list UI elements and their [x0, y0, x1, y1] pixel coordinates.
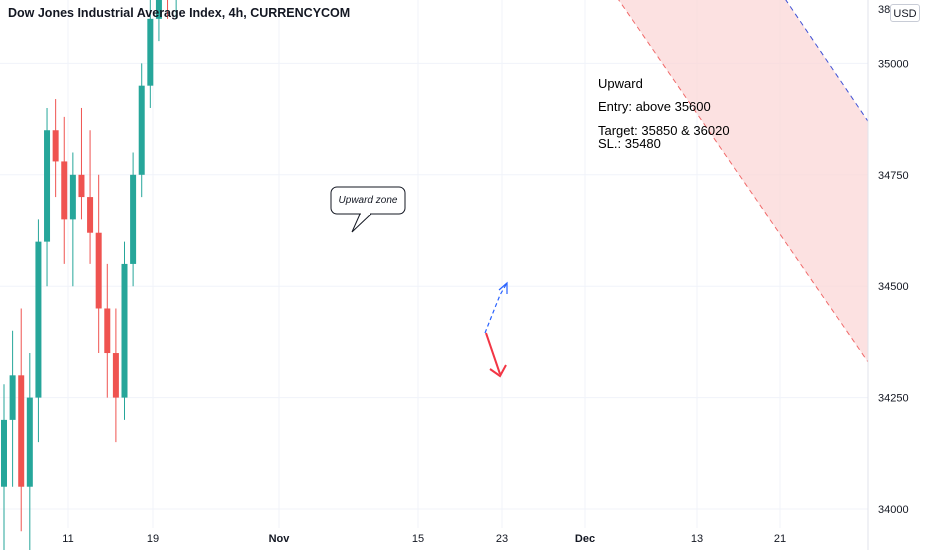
candle — [138, 63, 145, 198]
candle — [78, 107, 85, 220]
arrow-drawings — [484, 281, 508, 378]
currency-button[interactable]: USD — [890, 4, 920, 22]
candle-body — [147, 18, 154, 86]
candle-body — [1, 419, 7, 487]
candle-body — [138, 85, 145, 175]
candle — [44, 107, 51, 287]
candle — [121, 241, 128, 420]
candle — [147, 0, 154, 108]
candle — [69, 152, 76, 287]
candle-body — [155, 0, 162, 19]
x-tick-label: 15 — [412, 533, 424, 545]
candle-body — [44, 130, 51, 242]
y-tick-label: 34250 — [878, 393, 909, 405]
candle — [1, 384, 7, 550]
callout-text: Upward zone — [339, 195, 398, 206]
price-axis[interactable]: 3400034250345003475035000352503550035750… — [878, 0, 909, 516]
candle-body — [130, 174, 137, 264]
x-tick-label: Dec — [575, 533, 595, 545]
up-arrow-line — [484, 282, 508, 334]
callout-upward-zone: Upward zone — [330, 186, 406, 233]
x-tick-label: 11 — [62, 533, 73, 545]
time-axis[interactable]: 11 19 Nov 15 23 Dec 13 21 — [62, 533, 786, 545]
y-tick-label: 34500 — [878, 281, 909, 293]
candle — [18, 308, 25, 532]
candle-body — [112, 353, 119, 398]
candle-body — [35, 241, 42, 398]
candle — [175, 0, 177, 19]
candle-body — [69, 174, 76, 220]
candle-body — [95, 232, 102, 309]
candle — [52, 99, 59, 198]
candle — [95, 174, 102, 354]
note-stoploss: SL.: 35480 — [598, 136, 661, 151]
candle-body — [104, 308, 111, 354]
x-tick-label: 19 — [147, 533, 159, 545]
x-tick-label: 13 — [691, 533, 703, 545]
x-tick-label: 23 — [496, 533, 508, 545]
candle-body — [26, 397, 33, 487]
notes-block: Upward Entry: above 35600 Target: 35850 … — [598, 76, 730, 151]
candle-body — [121, 263, 128, 398]
note-entry: Entry: above 35600 — [598, 99, 711, 114]
candle — [26, 353, 33, 550]
y-tick-label: 34000 — [878, 504, 909, 516]
candle-body — [18, 375, 25, 487]
candle — [104, 263, 111, 398]
up-arrow-head — [498, 281, 508, 294]
candle-body — [78, 174, 85, 198]
candle — [130, 152, 137, 287]
candle-body — [9, 375, 16, 420]
candle — [155, 0, 162, 42]
candle-body — [52, 130, 59, 162]
candle-body — [61, 161, 68, 220]
note-heading: Upward — [598, 76, 643, 91]
descending-channel — [618, 0, 869, 363]
candle — [35, 219, 42, 443]
candle — [9, 330, 16, 487]
y-tick-label: 35000 — [878, 58, 909, 70]
y-tick-label-top: 38 — [878, 4, 890, 16]
x-tick-label: Nov — [269, 533, 291, 545]
candle — [87, 130, 94, 264]
down-arrow-head — [489, 364, 507, 378]
note-target: Target: 35850 & 36020 — [598, 123, 730, 138]
candle-body — [87, 197, 94, 233]
candles — [1, 0, 177, 550]
x-tick-label: 21 — [774, 533, 786, 545]
down-arrow-line — [485, 332, 501, 375]
candle — [167, 0, 169, 19]
candle — [112, 308, 119, 443]
candle — [61, 116, 68, 264]
y-tick-label: 34750 — [878, 170, 909, 182]
chart-title: Dow Jones Industrial Average Index, 4h, … — [8, 6, 350, 20]
channel-fill — [618, 0, 868, 362]
